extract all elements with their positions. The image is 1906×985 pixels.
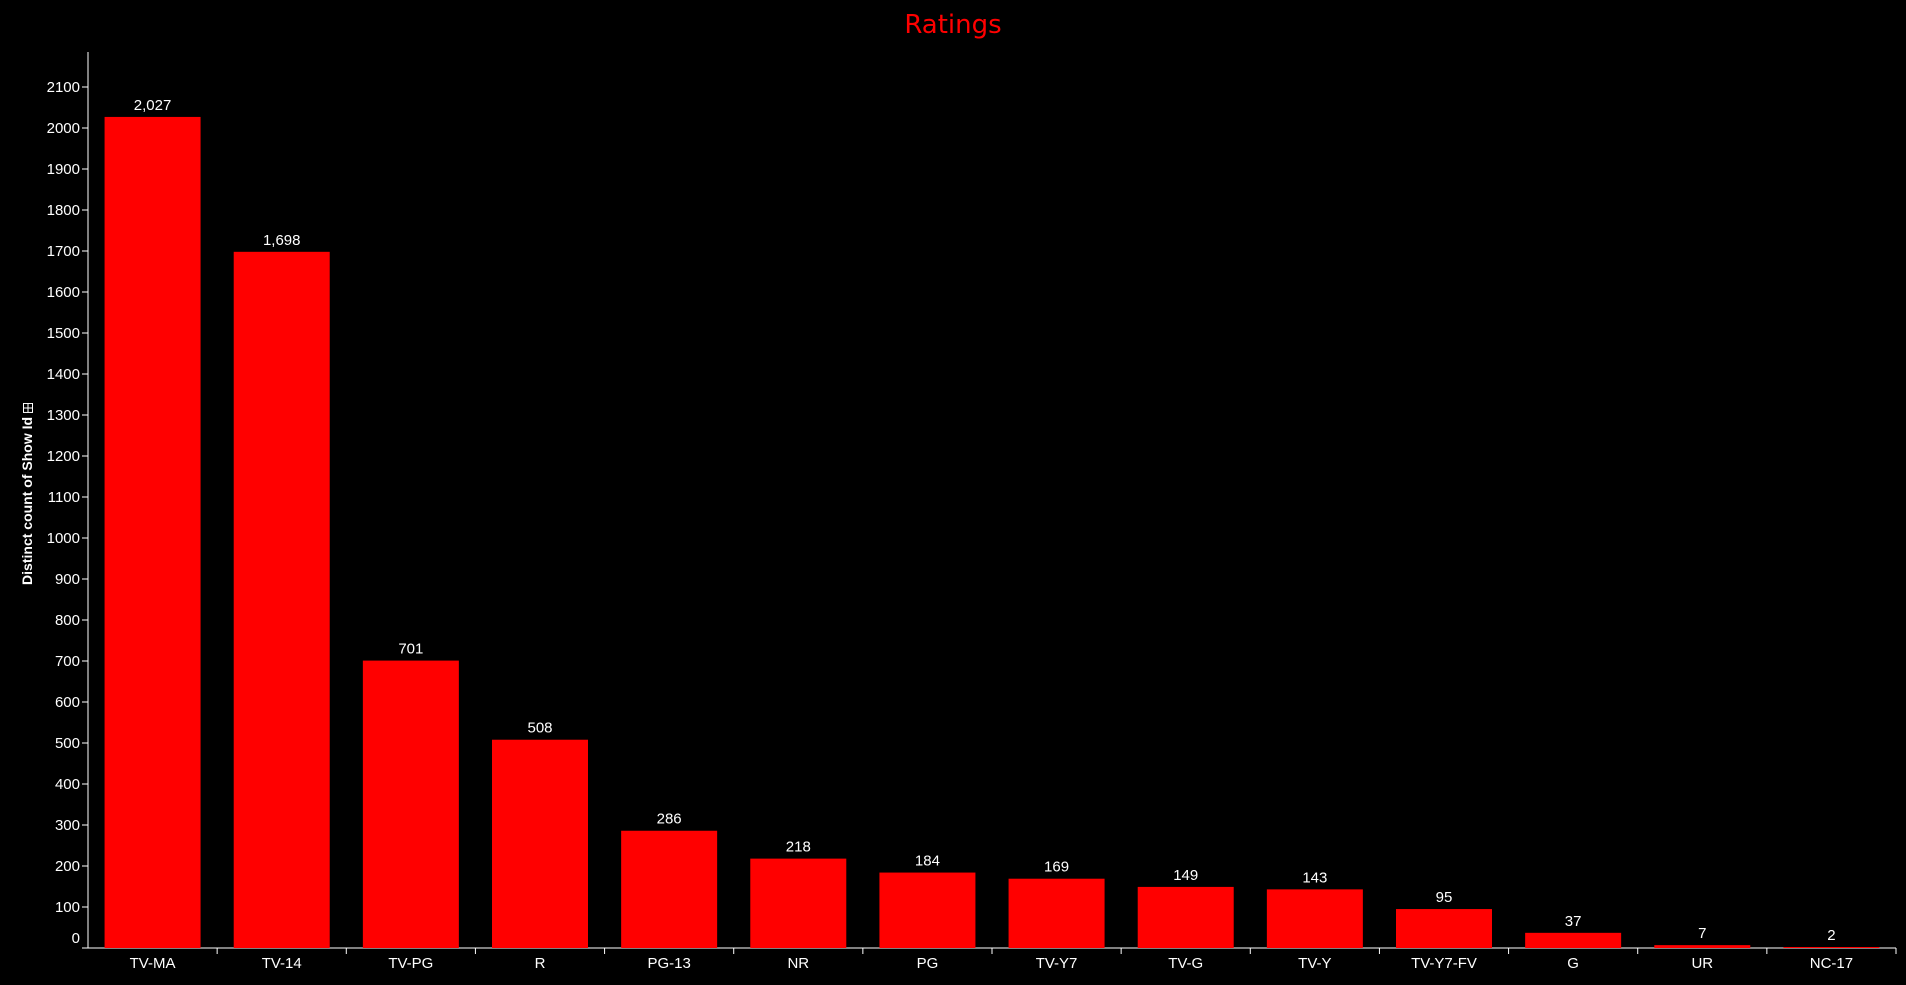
x-tick-label: TV-Y7-FV <box>1411 955 1477 972</box>
y-tick-label: 600 <box>55 694 80 711</box>
x-tick-label: R <box>535 955 546 972</box>
x-tick-label: PG-13 <box>647 955 690 972</box>
y-tick-label: 2000 <box>47 120 80 137</box>
data-label: 2 <box>1827 927 1835 944</box>
data-label: 701 <box>398 641 423 658</box>
bar-pg <box>879 872 976 948</box>
data-label: 508 <box>527 720 552 737</box>
y-tick-label: 300 <box>55 817 80 834</box>
y-tick-label: 1400 <box>47 366 80 383</box>
bar-tv-y <box>1266 889 1363 948</box>
data-label: 169 <box>1044 859 1069 876</box>
y-tick-label: 1700 <box>47 243 80 260</box>
x-tick-label: PG <box>917 955 939 972</box>
bar-nr <box>750 858 847 948</box>
y-tick-label: 1600 <box>47 284 80 301</box>
y-tick-label: 1500 <box>47 325 80 342</box>
y-tick-label: 100 <box>55 899 80 916</box>
y-tick-label: 1300 <box>47 407 80 424</box>
bar-g <box>1525 932 1622 948</box>
bar-tv-y7-fv <box>1396 909 1492 948</box>
x-tick-label: NC-17 <box>1810 955 1853 972</box>
x-tick-label: G <box>1567 955 1579 972</box>
x-tick-label: TV-G <box>1168 955 1203 972</box>
y-tick-label: 700 <box>55 653 80 670</box>
x-tick-label: TV-PG <box>388 955 433 972</box>
chart-title: Ratings <box>904 10 1002 40</box>
data-label: 95 <box>1436 889 1453 906</box>
bar-ur <box>1654 945 1751 948</box>
y-tick-label: 200 <box>55 858 80 875</box>
x-tick-label: UR <box>1691 955 1713 972</box>
y-tick-label: 400 <box>55 776 80 793</box>
bar-tv-14 <box>233 251 330 948</box>
x-tick-label: TV-Y <box>1298 955 1331 972</box>
data-label: 1,698 <box>263 232 301 249</box>
y-tick-label: 1900 <box>47 161 80 178</box>
data-label: 37 <box>1565 913 1582 930</box>
bar-nc-17 <box>1783 947 1880 948</box>
bar-tv-ma <box>104 116 201 949</box>
y-tick-label: 900 <box>55 571 80 588</box>
y-axis-label: Distinct count of Show Id <box>19 403 35 585</box>
y-tick-label: 2100 <box>47 79 80 96</box>
x-tick-label: TV-Y7 <box>1036 955 1078 972</box>
bar-r <box>492 739 588 948</box>
data-label: 184 <box>915 853 940 870</box>
y-tick-label: 500 <box>55 735 80 752</box>
data-label: 286 <box>657 811 682 828</box>
y-tick-label: 1100 <box>48 489 80 506</box>
data-label: 143 <box>1302 869 1327 886</box>
x-tick-label: TV-MA <box>130 955 176 972</box>
data-label: 7 <box>1698 925 1706 942</box>
data-label: 149 <box>1173 867 1198 884</box>
data-label: 2,027 <box>134 97 172 114</box>
bar-pg-13 <box>621 830 718 948</box>
y-tick-label: 800 <box>55 612 80 629</box>
y-tick-label: 0 <box>72 930 80 947</box>
bar-tv-y7 <box>1008 878 1105 948</box>
y-tick-label: 1800 <box>47 202 80 219</box>
x-tick-label: NR <box>787 955 809 972</box>
bar-tv-pg <box>362 660 459 948</box>
data-label: 218 <box>786 839 811 856</box>
x-tick-label: TV-14 <box>262 955 302 972</box>
y-tick-label: 1000 <box>47 530 80 547</box>
bar-tv-g <box>1137 886 1234 948</box>
field-icon <box>23 403 34 414</box>
y-tick-label: 1200 <box>47 448 80 465</box>
